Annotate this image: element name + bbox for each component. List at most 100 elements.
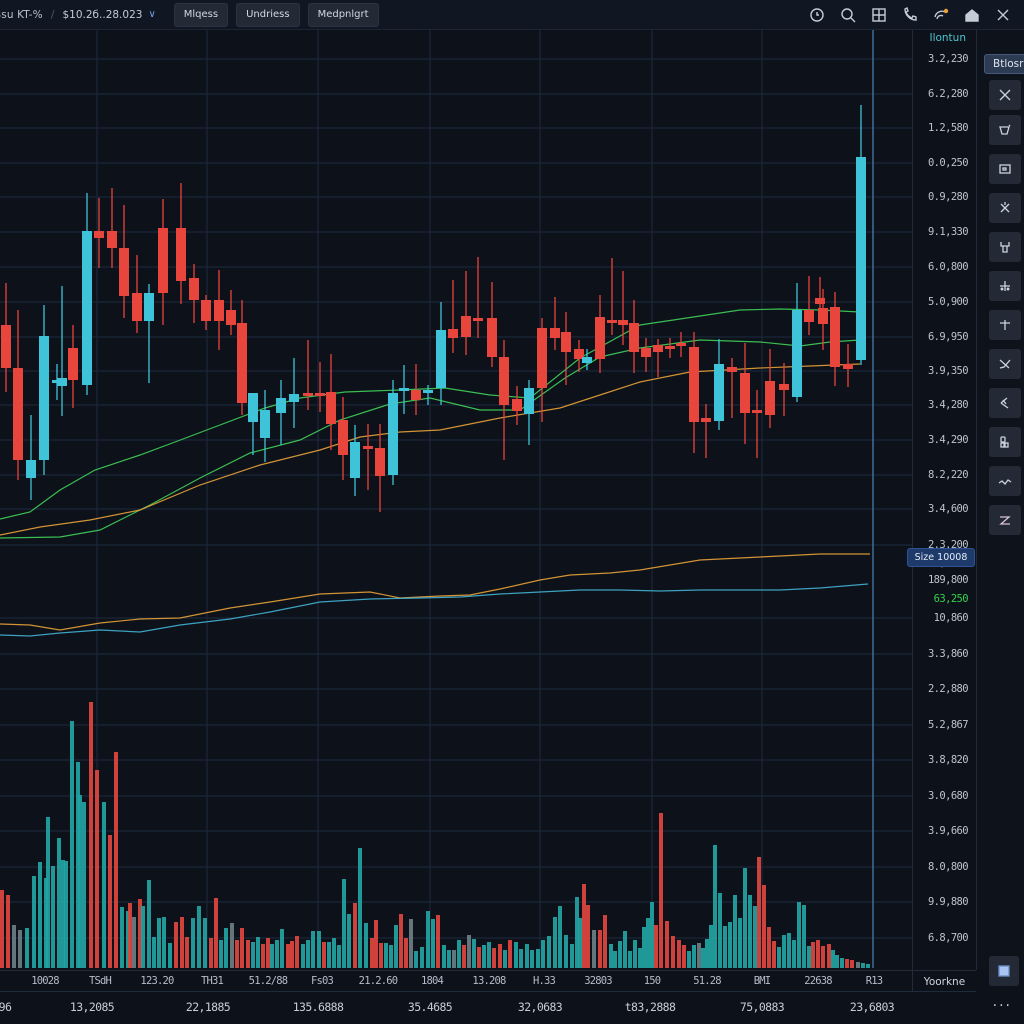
candle-body xyxy=(107,231,117,248)
price-axis[interactable]: Ilontun 3.2,230 6.2,280 1.2,580 0.0,250 0.9,… xyxy=(907,30,976,970)
volume-bar xyxy=(856,962,860,968)
volume-bar xyxy=(78,795,82,968)
current-price-tag: Size 10008 xyxy=(907,548,975,567)
volume-bar xyxy=(792,940,796,968)
volume-bar xyxy=(374,920,378,968)
volume-bar xyxy=(295,936,299,968)
volume-bar xyxy=(831,950,835,968)
candle-body xyxy=(94,231,104,238)
candle-body xyxy=(792,310,802,397)
volume-bar xyxy=(447,950,451,968)
volume-bar xyxy=(487,942,491,968)
phone-icon[interactable] xyxy=(899,4,921,26)
header-button-3[interactable]: Medpnlgrt xyxy=(307,2,379,27)
candle-body xyxy=(550,328,560,338)
volume-bar xyxy=(866,964,870,968)
price-axis-title: Ilontun xyxy=(929,32,966,44)
candle-body xyxy=(818,308,828,324)
volume-bar xyxy=(61,860,65,968)
more-options-icon[interactable]: ··· xyxy=(992,998,1012,1014)
candle-body xyxy=(350,442,360,478)
volume-bar xyxy=(256,937,260,968)
cross-tool-icon[interactable] xyxy=(989,193,1021,223)
volume-bar xyxy=(762,885,766,968)
volume-bar xyxy=(603,915,607,968)
volume-bar xyxy=(462,945,466,968)
separator: / xyxy=(50,8,55,21)
price-range-label: $10.2б..28.023 xyxy=(62,8,143,21)
time-tick-label: 1804 xyxy=(420,975,444,987)
drawing-toolbar: Btlosr xyxy=(976,30,1024,986)
chevron-down-icon[interactable]: ∨ xyxy=(148,9,156,20)
volume-bar xyxy=(692,945,696,968)
volume-bar xyxy=(718,893,722,968)
volume-bar xyxy=(541,940,545,968)
volume-bar xyxy=(251,942,255,968)
footer-value: 96 xyxy=(0,1000,12,1014)
close-tool-icon[interactable] xyxy=(989,80,1021,110)
chart-canvas[interactable] xyxy=(0,30,912,970)
candle-body xyxy=(618,320,628,325)
volume-bar xyxy=(570,944,574,968)
volume-bar xyxy=(638,948,642,968)
candle-body xyxy=(779,384,789,390)
volume-bar xyxy=(477,947,481,968)
volume-bar xyxy=(364,923,368,968)
volume-bar xyxy=(498,944,502,968)
volume-bar xyxy=(379,943,383,968)
eraser-tool-icon[interactable] xyxy=(989,505,1021,535)
volume-bar xyxy=(82,802,86,968)
price-tick-label: 3.9,660 xyxy=(927,825,969,837)
volume-bar xyxy=(547,936,551,968)
volume-bar xyxy=(353,903,357,968)
candle-body xyxy=(641,348,651,357)
home-icon[interactable] xyxy=(961,4,983,26)
candle-body xyxy=(363,446,373,449)
fork-tool-icon[interactable] xyxy=(989,232,1021,262)
price-tick-label: 9.1,330 xyxy=(927,226,969,238)
signal-alert-icon[interactable] xyxy=(930,4,952,26)
candle-body xyxy=(582,357,592,363)
candle-body xyxy=(82,231,92,385)
timer-icon[interactable] xyxy=(806,4,828,26)
toolbar-tab[interactable]: Btlosr xyxy=(984,54,1024,74)
search-icon[interactable] xyxy=(837,4,859,26)
volume-bar xyxy=(147,880,151,968)
candle-body xyxy=(338,420,348,455)
layout-grid-icon[interactable] xyxy=(868,4,890,26)
candle-body xyxy=(512,399,522,411)
square-tool-icon[interactable] xyxy=(989,956,1019,986)
candle-body xyxy=(436,330,446,388)
pen-tool-icon[interactable] xyxy=(989,349,1021,379)
shapes-tool-icon[interactable] xyxy=(989,427,1021,457)
close-icon[interactable] xyxy=(992,4,1014,26)
cup-tool-icon[interactable] xyxy=(989,115,1021,145)
volume-bar xyxy=(677,940,681,968)
header-button-2[interactable]: Undriess xyxy=(236,2,300,27)
arrow-up-tool-icon[interactable] xyxy=(989,310,1021,340)
volume-bar xyxy=(384,943,388,968)
volume-bar xyxy=(797,902,801,968)
time-tick-label: 123.20 xyxy=(140,975,174,987)
price-tick-label: 6.8,700 xyxy=(927,932,969,944)
brush-tool-icon[interactable] xyxy=(989,388,1021,418)
volume-bar xyxy=(152,937,156,968)
candle-body xyxy=(248,393,258,422)
volume-bar xyxy=(89,702,93,968)
candle-body xyxy=(411,390,421,400)
time-axis[interactable]: 10028 TSdH 123.20 TH31 51.2/88 Fs03 21.2.60 180… xyxy=(0,970,976,992)
volume-bar xyxy=(816,940,820,968)
volume-bar xyxy=(642,927,646,968)
path-tool-icon[interactable] xyxy=(989,466,1021,496)
candle-body xyxy=(804,310,814,322)
crosshair-tool-icon[interactable] xyxy=(989,271,1021,301)
frame-tool-icon[interactable] xyxy=(989,154,1021,184)
time-tick-label: 150 xyxy=(643,975,661,987)
candle-body xyxy=(423,390,433,393)
symbol-label[interactable]: Bsu KT-% xyxy=(0,8,43,21)
candle-body xyxy=(399,388,409,391)
price-chart[interactable] xyxy=(0,30,912,970)
volume-bar xyxy=(286,944,290,968)
price-tick-label: 5.2,867 xyxy=(927,719,969,731)
header-button-1[interactable]: Mlqess xyxy=(173,2,229,27)
